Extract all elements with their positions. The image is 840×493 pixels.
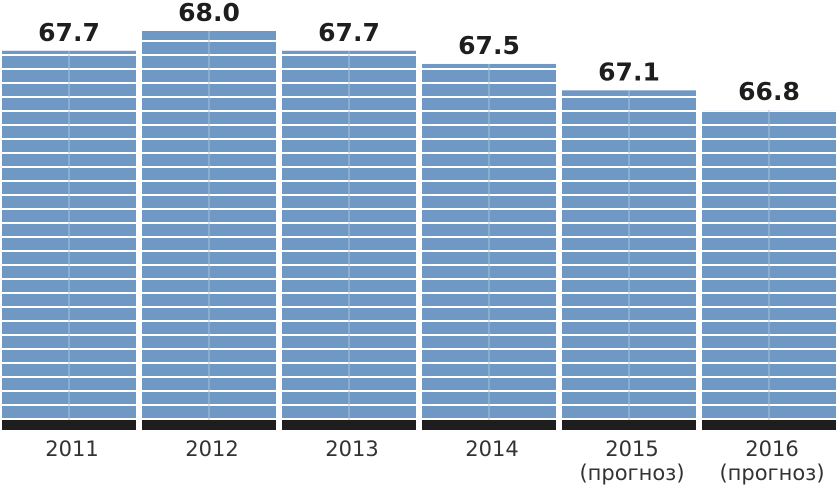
x-tick-label: 2012 — [185, 437, 239, 461]
x-tick-label: 2015 (прогноз) — [579, 437, 685, 485]
bar-base — [422, 420, 556, 430]
value-label: 68.0 — [178, 0, 240, 27]
bar-base — [562, 420, 696, 430]
x-tick-label: 2016 (прогноз) — [719, 437, 825, 485]
x-tick-label: 2011 — [45, 437, 99, 461]
bar-base — [2, 420, 136, 430]
value-label: 67.7 — [38, 18, 100, 47]
x-tick-label: 2014 — [465, 437, 519, 461]
bar-base — [282, 420, 416, 430]
bar-base — [702, 420, 836, 430]
value-label: 67.1 — [598, 57, 660, 86]
x-tick-label: 2013 — [325, 437, 379, 461]
value-label: 66.8 — [738, 77, 800, 106]
value-label: 67.5 — [458, 31, 520, 60]
value-label: 67.7 — [318, 18, 380, 47]
bar-base — [142, 420, 276, 430]
